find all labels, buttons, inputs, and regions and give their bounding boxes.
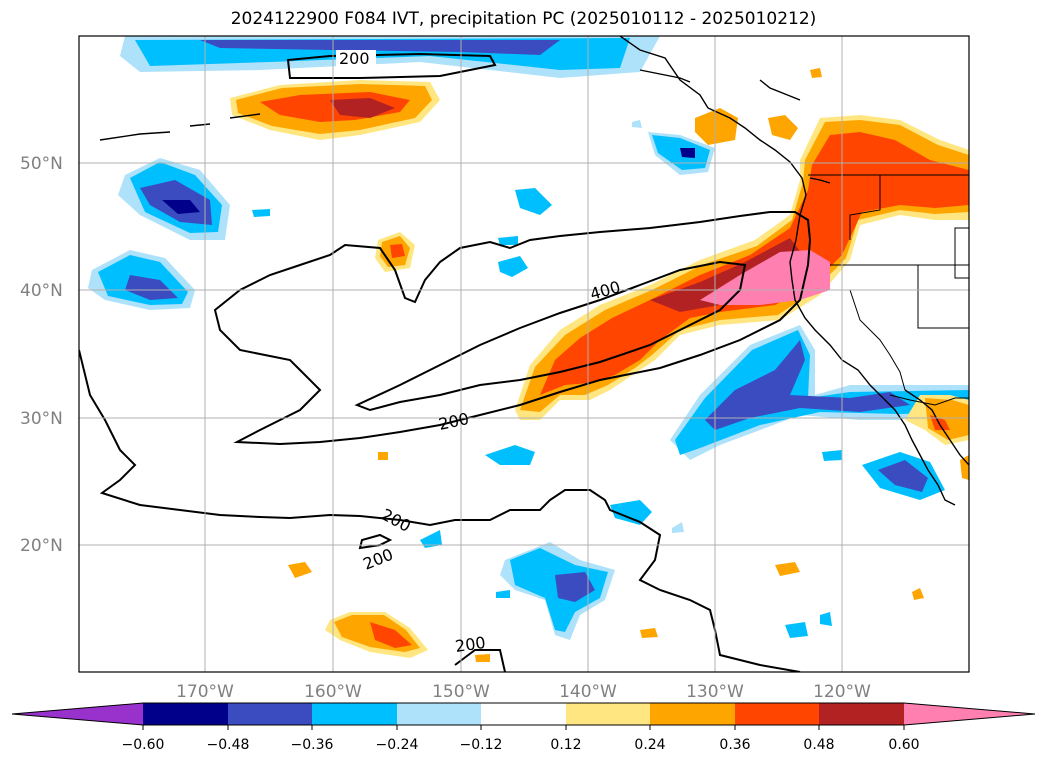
colorbar-tick-label: −0.36 <box>291 737 334 753</box>
latitude-labels: 50°N 40°N 30°N 20°N <box>20 154 63 556</box>
lon-label-170w: 170°W <box>176 682 234 702</box>
longitude-labels: 170°W 160°W 150°W 140°W 130°W 120°W <box>176 682 871 702</box>
colorbar: −0.60 −0.48 −0.36 −0.24 −0.12 0.12 0.24 … <box>11 702 1036 753</box>
political-borders <box>808 174 969 406</box>
gridlines <box>79 36 969 672</box>
colorbar-tick-label: 0.48 <box>803 737 834 753</box>
colorbar-bin <box>312 703 397 725</box>
negative-precip-regions <box>88 36 969 640</box>
lon-label-160w: 160°W <box>304 682 362 702</box>
lat-label-50n: 50°N <box>20 154 63 174</box>
colorbar-bin <box>397 703 481 725</box>
lat-label-40n: 40°N <box>20 281 63 301</box>
lat-label-30n: 30°N <box>20 409 63 429</box>
colorbar-bin <box>143 703 228 725</box>
colorbar-bin <box>650 703 735 725</box>
lon-label-140w: 140°W <box>559 682 617 702</box>
colorbar-tick-label: 0.60 <box>888 737 919 753</box>
colorbar-tick-label: 0.36 <box>719 737 750 753</box>
ivt-contours <box>79 52 812 672</box>
map-title: 2024122900 F084 IVT, precipitation PC (2… <box>230 9 817 29</box>
colorbar-tick-label: −0.48 <box>207 737 250 753</box>
map-area: 200 400 200 200 200 200 <box>79 36 969 672</box>
colorbar-tick-label: 0.12 <box>550 737 581 753</box>
colorbar-bin <box>566 703 650 725</box>
lat-label-20n: 20°N <box>20 536 63 556</box>
colorbar-tick-label: −0.12 <box>460 737 503 753</box>
colorbar-tick-label: −0.24 <box>376 737 419 753</box>
map-frame <box>78 35 970 673</box>
lon-label-150w: 150°W <box>432 682 490 702</box>
colorbar-ticks <box>142 725 905 730</box>
colorbar-bin <box>819 703 904 725</box>
lon-label-120w: 120°W <box>813 682 871 702</box>
colorbar-extend-low <box>12 703 143 725</box>
colorbar-tick-label: −0.60 <box>122 737 165 753</box>
contour-label-200-bottom: 200 <box>454 633 487 656</box>
lon-label-130w: 130°W <box>686 682 744 702</box>
colorbar-bin <box>228 703 312 725</box>
contour-label-200-north: 200 <box>339 49 370 68</box>
colorbar-extend-high <box>904 703 1035 725</box>
colorbar-bin <box>735 703 819 725</box>
colorbar-bin <box>481 703 566 725</box>
colorbar-tick-label: 0.24 <box>634 737 665 753</box>
